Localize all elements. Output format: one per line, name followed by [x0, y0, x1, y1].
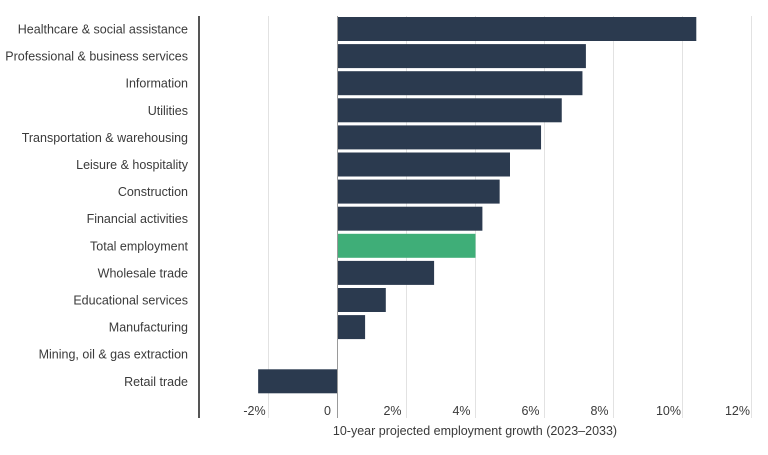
- bar-2: [337, 71, 583, 96]
- bar-9: [337, 260, 435, 285]
- bar-0: [337, 17, 697, 41]
- category-label-12: Mining, oil & gas extraction: [39, 348, 188, 362]
- category-label-5: Leisure & hospitality: [76, 158, 189, 172]
- category-label-7: Financial activities: [87, 212, 188, 226]
- bar-8: [337, 233, 476, 258]
- x-tick-label-7: 12%: [725, 404, 750, 418]
- bar-10: [337, 288, 386, 312]
- category-label-8: Total employment: [90, 239, 188, 253]
- x-tick-label-6: 10%: [656, 404, 681, 418]
- bar-7: [337, 206, 483, 231]
- category-label-9: Wholesale trade: [98, 266, 188, 280]
- category-label-0: Healthcare & social assistance: [18, 23, 188, 37]
- category-label-6: Construction: [118, 185, 188, 199]
- x-tick-label-0: -2%: [243, 404, 265, 418]
- bars: [258, 17, 697, 394]
- bar-11: [337, 315, 366, 340]
- x-tick-label-4: 6%: [521, 404, 539, 418]
- x-tick-label-1: 0: [324, 404, 331, 418]
- bar-13: [258, 369, 338, 394]
- category-label-11: Manufacturing: [109, 321, 188, 335]
- bar-3: [337, 98, 562, 123]
- category-label-13: Retail trade: [124, 375, 188, 389]
- x-tick-label-5: 8%: [590, 404, 608, 418]
- category-label-2: Information: [125, 77, 188, 91]
- x-tick-labels: -2% 0 2% 4% 6% 8% 10% 12%: [243, 404, 750, 418]
- category-label-10: Educational services: [73, 294, 188, 308]
- bar-5: [337, 152, 510, 177]
- x-tick-label-2: 2%: [383, 404, 401, 418]
- bar-4: [337, 125, 542, 150]
- category-labels: Healthcare & social assistance Profession…: [5, 23, 188, 389]
- category-label-1: Professional & business services: [5, 50, 188, 64]
- x-tick-label-3: 4%: [452, 404, 470, 418]
- category-label-4: Transportation & warehousing: [22, 131, 188, 145]
- bar-1: [337, 44, 586, 69]
- bar-6: [337, 179, 500, 204]
- category-label-3: Utilities: [148, 104, 188, 118]
- x-axis-title: 10-year projected employment growth (202…: [333, 424, 617, 438]
